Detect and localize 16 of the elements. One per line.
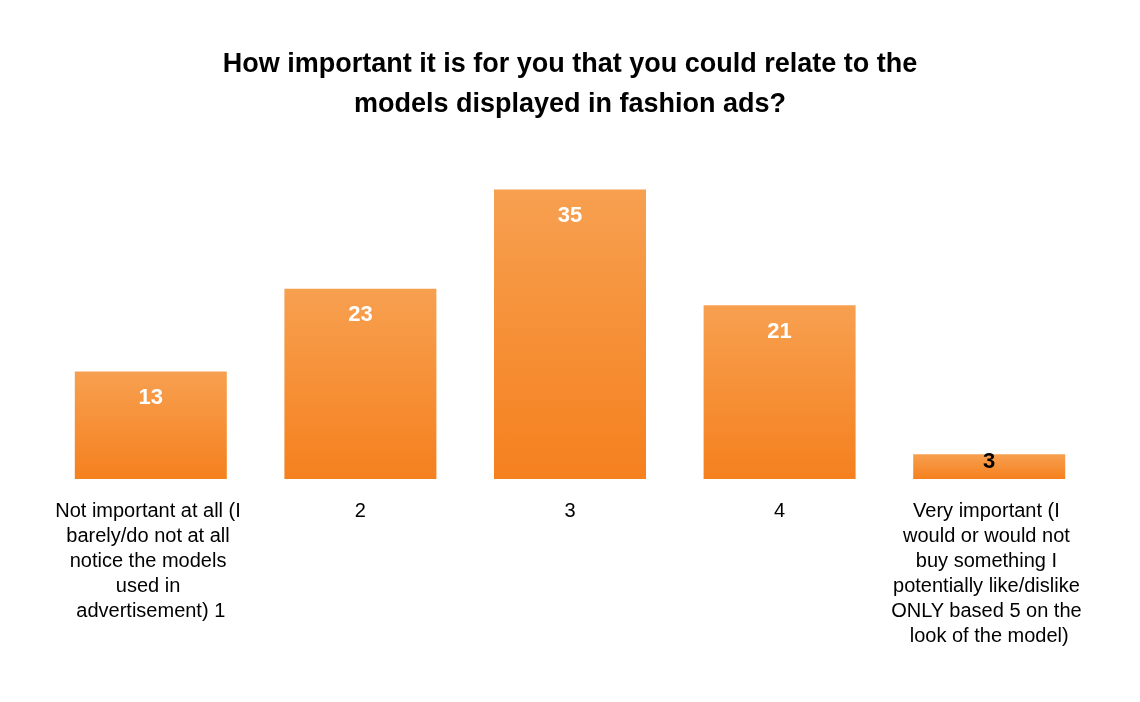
chart-title: How important it is for you that you could relate to the models displayed in fashion ads?	[222, 48, 918, 118]
x-tick-label: Very important (I would or would not buy something I potentially like/dislike ONLY based 5 on the look of the model)	[891, 498, 1088, 646]
data-label: 35	[557, 201, 583, 227]
bar	[913, 454, 1066, 479]
data-label: 21	[767, 317, 792, 343]
x-tick-label: Not important at all (I barely/do not at all notice the models used in advertisement) 1	[55, 498, 247, 621]
data-label: 3	[983, 447, 996, 473]
x-tick-label: 3	[564, 498, 576, 521]
bar	[703, 305, 856, 479]
data-label: 13	[138, 383, 164, 409]
bar	[74, 371, 227, 479]
x-tick-label: 2	[354, 498, 366, 521]
bar	[284, 288, 437, 479]
bar	[494, 189, 646, 479]
data-label: 23	[348, 301, 373, 327]
x-tick-label: 4	[774, 498, 786, 521]
